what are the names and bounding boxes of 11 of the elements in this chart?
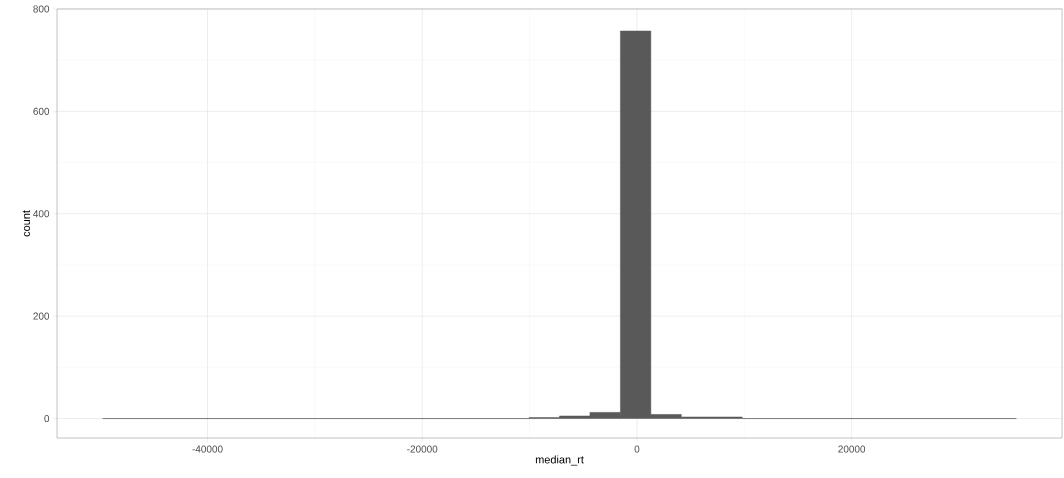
x-tick-label: -40000 [192, 445, 223, 453]
x-tick-label: 0 [634, 445, 640, 453]
x-tick-label: 20000 [838, 445, 866, 453]
y-tick-label: 0 [44, 415, 50, 423]
y-tick-label: 400 [33, 210, 50, 218]
x-axis-title: median_rt [535, 455, 584, 466]
y-tick-label: 200 [33, 312, 50, 320]
x-tick-label: -20000 [407, 445, 438, 453]
y-tick-label: 800 [33, 5, 50, 13]
y-axis-title: count [22, 210, 31, 237]
y-tick-label: 600 [33, 107, 50, 115]
